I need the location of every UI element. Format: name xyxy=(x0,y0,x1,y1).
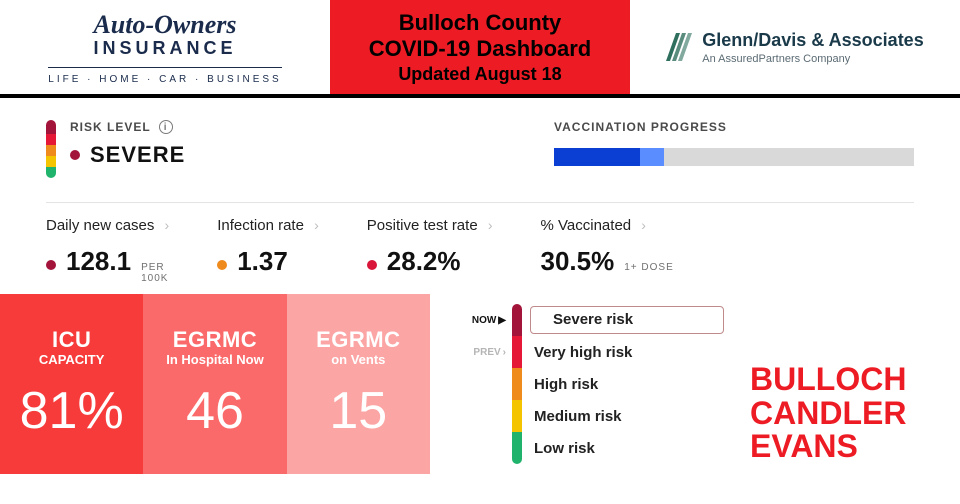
stat-value: 28.2% xyxy=(387,246,461,277)
title-line2: COVID-19 Dashboard xyxy=(369,36,592,62)
vaccination-progress-block: VACCINATION PROGRESS xyxy=(554,120,914,166)
stat-item[interactable]: % Vaccinated › 30.5% 1+ DOSE xyxy=(541,217,674,284)
legend-text: High risk xyxy=(534,376,598,393)
stat-item[interactable]: Positive test rate › 28.2% xyxy=(367,217,493,284)
tile-subtitle: In Hospital Now xyxy=(166,352,264,367)
stat-value: 30.5% xyxy=(541,246,615,277)
sponsor-left-tag: LIFE · HOME · CAR · BUSINESS xyxy=(48,67,281,85)
risk-legend: NOW ▶ Severe risk PREV › Very high risk High… xyxy=(464,304,744,464)
legend-bar-icon xyxy=(512,368,522,400)
legend-row: Low risk xyxy=(464,432,744,464)
stats-row: Daily new cases › 128.1 PER100K Infection r… xyxy=(46,217,914,284)
info-icon[interactable]: i xyxy=(159,120,173,134)
risk-level-value: SEVERE xyxy=(90,142,185,168)
play-icon: ▶ xyxy=(498,315,506,326)
tile-subtitle: CAPACITY xyxy=(39,352,104,367)
risk-severity-dot-icon xyxy=(70,150,80,160)
legend-text: Low risk xyxy=(534,440,595,457)
tile-title: EGRMC xyxy=(173,327,257,353)
legend-tag: NOW ▶ xyxy=(464,315,506,326)
stat-dot-icon xyxy=(367,260,377,270)
chevron-right-icon: › xyxy=(503,347,506,358)
legend-text: Severe risk xyxy=(553,311,633,328)
tile-subtitle: on Vents xyxy=(331,352,385,367)
hospital-tile: EGRMCon Vents 15 xyxy=(287,294,430,474)
divider xyxy=(46,202,914,203)
stat-unit: PER100K xyxy=(141,262,168,284)
header: Auto-Owners INSURANCE LIFE · HOME · CAR … xyxy=(0,0,960,98)
legend-row: NOW ▶ Severe risk xyxy=(464,304,744,336)
sponsor-right-main: Glenn/Davis & Associates xyxy=(702,30,923,51)
main-panel: RISK LEVEL i SEVERE VACCINATION PROGRESS… xyxy=(0,98,960,294)
risk-level-pill-icon xyxy=(46,120,56,178)
stat-unit: 1+ DOSE xyxy=(624,262,674,273)
sponsor-left-sub: INSURANCE xyxy=(93,38,236,59)
hospital-tile: ICUCAPACITY 81% xyxy=(0,294,143,474)
legend-bar-icon xyxy=(512,400,522,432)
tile-value: 81% xyxy=(20,381,124,441)
legend-bar-icon xyxy=(512,304,522,336)
tile-title: ICU xyxy=(52,327,91,353)
legend-row: Medium risk xyxy=(464,400,744,432)
tile-value: 46 xyxy=(186,381,244,441)
stat-label: Infection rate › xyxy=(217,217,319,234)
sponsor-right-sub: An AssuredPartners Company xyxy=(702,53,923,65)
sponsor-left: Auto-Owners INSURANCE LIFE · HOME · CAR … xyxy=(0,0,330,94)
chevron-right-icon: › xyxy=(641,217,646,233)
stat-item[interactable]: Infection rate › 1.37 xyxy=(217,217,319,284)
stat-dot-icon xyxy=(46,260,56,270)
tile-value: 15 xyxy=(329,381,387,441)
legend-bar-icon xyxy=(512,432,522,464)
hospital-tile: EGRMCIn Hospital Now 46 xyxy=(143,294,286,474)
stat-label: Positive test rate › xyxy=(367,217,493,234)
legend-tag: PREV › xyxy=(464,347,506,358)
legend-text: Very high risk xyxy=(534,344,632,361)
vaccination-bar xyxy=(554,148,914,166)
chevron-right-icon: › xyxy=(165,217,170,233)
stat-label: Daily new cases › xyxy=(46,217,169,234)
vaccination-title: VACCINATION PROGRESS xyxy=(554,120,914,134)
title-line1: Bulloch County xyxy=(399,10,562,36)
stat-dot-icon xyxy=(217,260,227,270)
sponsor-right-icon xyxy=(666,33,694,61)
sponsor-right: Glenn/Davis & Associates An AssuredPartn… xyxy=(630,0,960,94)
risk-level-label: RISK LEVEL xyxy=(70,120,151,134)
county-name: EVANS xyxy=(750,430,858,464)
stat-value: 1.37 xyxy=(237,246,288,277)
stat-value: 128.1 xyxy=(66,246,131,277)
chevron-right-icon: › xyxy=(314,217,319,233)
bottom-section: ICUCAPACITY81%EGRMCIn Hospital Now46EGRM… xyxy=(0,294,960,474)
risk-level-block: RISK LEVEL i SEVERE xyxy=(46,120,185,178)
legend-row: PREV › Very high risk xyxy=(464,336,744,368)
county-list: BULLOCHCANDLEREVANS xyxy=(744,304,944,464)
sponsor-left-main: Auto-Owners xyxy=(93,10,236,40)
tile-title: EGRMC xyxy=(316,327,400,353)
county-name: BULLOCH xyxy=(750,363,906,397)
legend-bar-icon xyxy=(512,336,522,368)
legend-row: High risk xyxy=(464,368,744,400)
dashboard-title-block: Bulloch County COVID-19 Dashboard Update… xyxy=(330,0,630,94)
hospital-tiles: ICUCAPACITY81%EGRMCIn Hospital Now46EGRM… xyxy=(0,294,430,474)
stat-label: % Vaccinated › xyxy=(541,217,674,234)
vaccination-full-fill xyxy=(554,148,640,166)
county-name: CANDLER xyxy=(750,397,906,431)
chevron-right-icon: › xyxy=(488,217,493,233)
stat-item[interactable]: Daily new cases › 128.1 PER100K xyxy=(46,217,169,284)
title-updated: Updated August 18 xyxy=(398,64,561,85)
legend-text: Medium risk xyxy=(534,408,622,425)
